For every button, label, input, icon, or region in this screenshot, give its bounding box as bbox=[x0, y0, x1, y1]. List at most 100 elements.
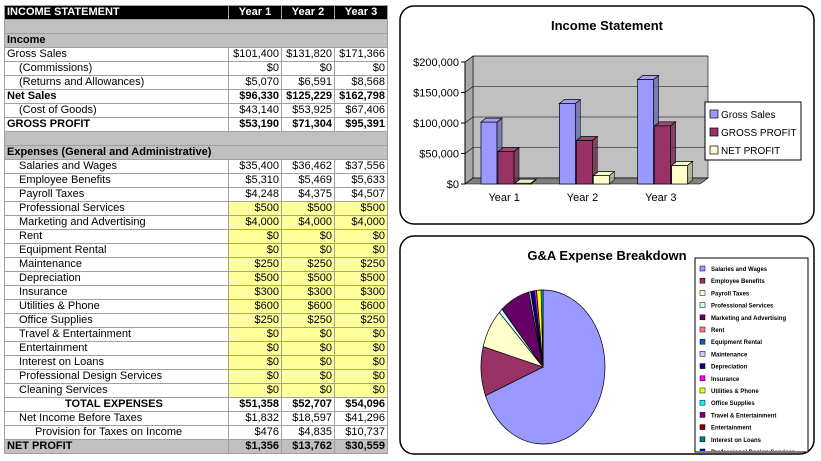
legend-swatch bbox=[699, 363, 706, 369]
value-cell: $250 bbox=[334, 313, 388, 328]
value-cell: $0 bbox=[281, 341, 335, 356]
legend-label: Utilities & Phone bbox=[711, 389, 759, 395]
value-cell: $1,356 bbox=[228, 439, 282, 454]
chart-title: Income Statement bbox=[551, 18, 664, 33]
value-cell: $0 bbox=[334, 229, 388, 244]
table-row: Equipment Rental $0 $0 $0 bbox=[4, 243, 388, 258]
legend-swatch bbox=[699, 448, 706, 451]
value-cell: $0 bbox=[334, 383, 388, 398]
x-tick-label: Year 3 bbox=[645, 192, 676, 204]
legend-label: Office Supplies bbox=[711, 401, 755, 407]
bar bbox=[480, 121, 498, 185]
legend-label: Gross Sales bbox=[721, 110, 775, 121]
chart-title: G&A Expense Breakdown bbox=[527, 248, 686, 263]
grid-line bbox=[464, 177, 708, 185]
value-cell: $600 bbox=[334, 299, 388, 314]
legend-swatch bbox=[699, 424, 706, 430]
value-cell: $30,559 bbox=[334, 439, 388, 454]
legend-label: Rent bbox=[711, 328, 724, 334]
bar-chart: Income Statement $0 $50,000 $100,000 $150,00… bbox=[413, 18, 802, 204]
legend: Salaries and Wages Employee Benefits Payro… bbox=[699, 265, 796, 456]
bar bbox=[575, 140, 593, 185]
bar bbox=[558, 103, 576, 185]
legend-swatch bbox=[699, 302, 706, 308]
legend-label: Marketing and Advertising bbox=[711, 316, 786, 322]
table-row: NET PROFIT $1,356 $13,762 $30,559 bbox=[4, 439, 388, 454]
value-cell: $500 bbox=[281, 201, 335, 216]
legend-swatch bbox=[699, 375, 706, 382]
legend-swatch bbox=[709, 127, 719, 137]
value-cell: $250 bbox=[281, 313, 335, 328]
value-cell: $0 bbox=[334, 355, 388, 370]
value-cell: $0 bbox=[228, 369, 282, 384]
legend-swatch bbox=[699, 265, 706, 272]
table-row: Marketing and Advertising $4,000 $4,000 $4,… bbox=[4, 215, 388, 230]
table-row: Insurance $300 $300 $300 bbox=[4, 285, 388, 300]
value-cell: $0 bbox=[281, 327, 335, 342]
table-row: Depreciation $500 $500 $500 bbox=[4, 271, 388, 286]
table-row: Rent $0 $0 $0 bbox=[4, 229, 388, 244]
legend-label: NET PROFIT bbox=[721, 146, 780, 157]
table-row: Provision for Taxes on Income $476 $4,835 $… bbox=[4, 425, 388, 440]
table-row: GROSS PROFIT $53,190 $71,304 $95,391 bbox=[4, 117, 388, 132]
legend-swatch bbox=[699, 314, 706, 321]
legend-box bbox=[694, 257, 809, 453]
table-row: Cleaning Services $0 $0 $0 bbox=[4, 383, 388, 398]
bar-side bbox=[530, 178, 537, 185]
table-row: Professional Services $500 $500 $500 bbox=[4, 201, 388, 216]
grid-line bbox=[464, 116, 708, 124]
table-row: Income bbox=[4, 33, 388, 48]
y-tick-label: $100,000 bbox=[413, 118, 459, 130]
value-cell: $300 bbox=[334, 285, 388, 300]
value-cell: $300 bbox=[228, 285, 282, 300]
value-cell: $600 bbox=[228, 299, 282, 314]
bar bbox=[671, 165, 689, 185]
y-tick-label: $150,000 bbox=[413, 88, 459, 100]
legend-label: GROSS PROFIT bbox=[721, 128, 797, 139]
value-cell: $250 bbox=[228, 257, 282, 272]
label-cell: Expenses (General and Administrative) bbox=[4, 145, 388, 160]
y-tick-label: $200,000 bbox=[413, 57, 459, 69]
value-cell: $0 bbox=[228, 243, 282, 258]
value-cell: $500 bbox=[334, 201, 388, 216]
value-cell: $13,762 bbox=[281, 439, 335, 454]
bar bbox=[592, 175, 610, 185]
bar-side bbox=[608, 170, 615, 185]
value-cell: $0 bbox=[281, 369, 335, 384]
grid-line bbox=[464, 86, 708, 93]
table-row: Payroll Taxes $4,248 $4,375 $4,507 bbox=[4, 187, 388, 202]
legend-swatch bbox=[699, 290, 706, 296]
bar bbox=[637, 79, 655, 185]
income-table: INCOME STATEMENT Year 1 Year 2 Year 3 Income… bbox=[4, 5, 388, 454]
legend-label: Employee Benefits bbox=[711, 279, 765, 285]
legend-label: Travel & Entertainment bbox=[711, 413, 776, 419]
pie-chart: G&A Expense Breakdown Salaries and Wages E… bbox=[480, 248, 809, 456]
label-cell: NET PROFIT bbox=[4, 439, 229, 454]
legend-label: Interest on Loans bbox=[711, 438, 762, 444]
grid-line bbox=[464, 55, 708, 63]
table-row: Expenses (General and Administrative) bbox=[4, 145, 388, 160]
y-tick-label: $0 bbox=[447, 179, 459, 191]
value-cell: $0 bbox=[228, 383, 282, 398]
legend-label: Entertainment bbox=[711, 426, 751, 432]
x-tick-label: Year 1 bbox=[488, 192, 519, 204]
table-row: Travel & Entertainment $0 $0 $0 bbox=[4, 327, 388, 342]
value-cell: $4,000 bbox=[281, 215, 335, 230]
legend-label: Maintenance bbox=[711, 352, 748, 358]
value-cell: $250 bbox=[334, 257, 388, 272]
table-row: Utilities & Phone $600 $600 $600 bbox=[4, 299, 388, 314]
table-row: Entertainment $0 $0 $0 bbox=[4, 341, 388, 356]
header-cell: Year 1 bbox=[228, 5, 282, 20]
legend-swatch bbox=[699, 351, 706, 357]
bar-side bbox=[687, 160, 694, 185]
legend-label: Depreciation bbox=[711, 365, 748, 371]
legend-swatch bbox=[699, 326, 706, 333]
legend-label: Salaries and Wages bbox=[711, 267, 768, 273]
value-cell: $0 bbox=[334, 327, 388, 342]
legend-swatch bbox=[699, 399, 706, 406]
value-cell: $500 bbox=[281, 271, 335, 286]
header-cell: INCOME STATEMENT bbox=[4, 5, 229, 20]
grid-line bbox=[464, 147, 708, 154]
value-cell: $250 bbox=[228, 313, 282, 328]
legend-label: Professional Design Services bbox=[711, 450, 796, 456]
